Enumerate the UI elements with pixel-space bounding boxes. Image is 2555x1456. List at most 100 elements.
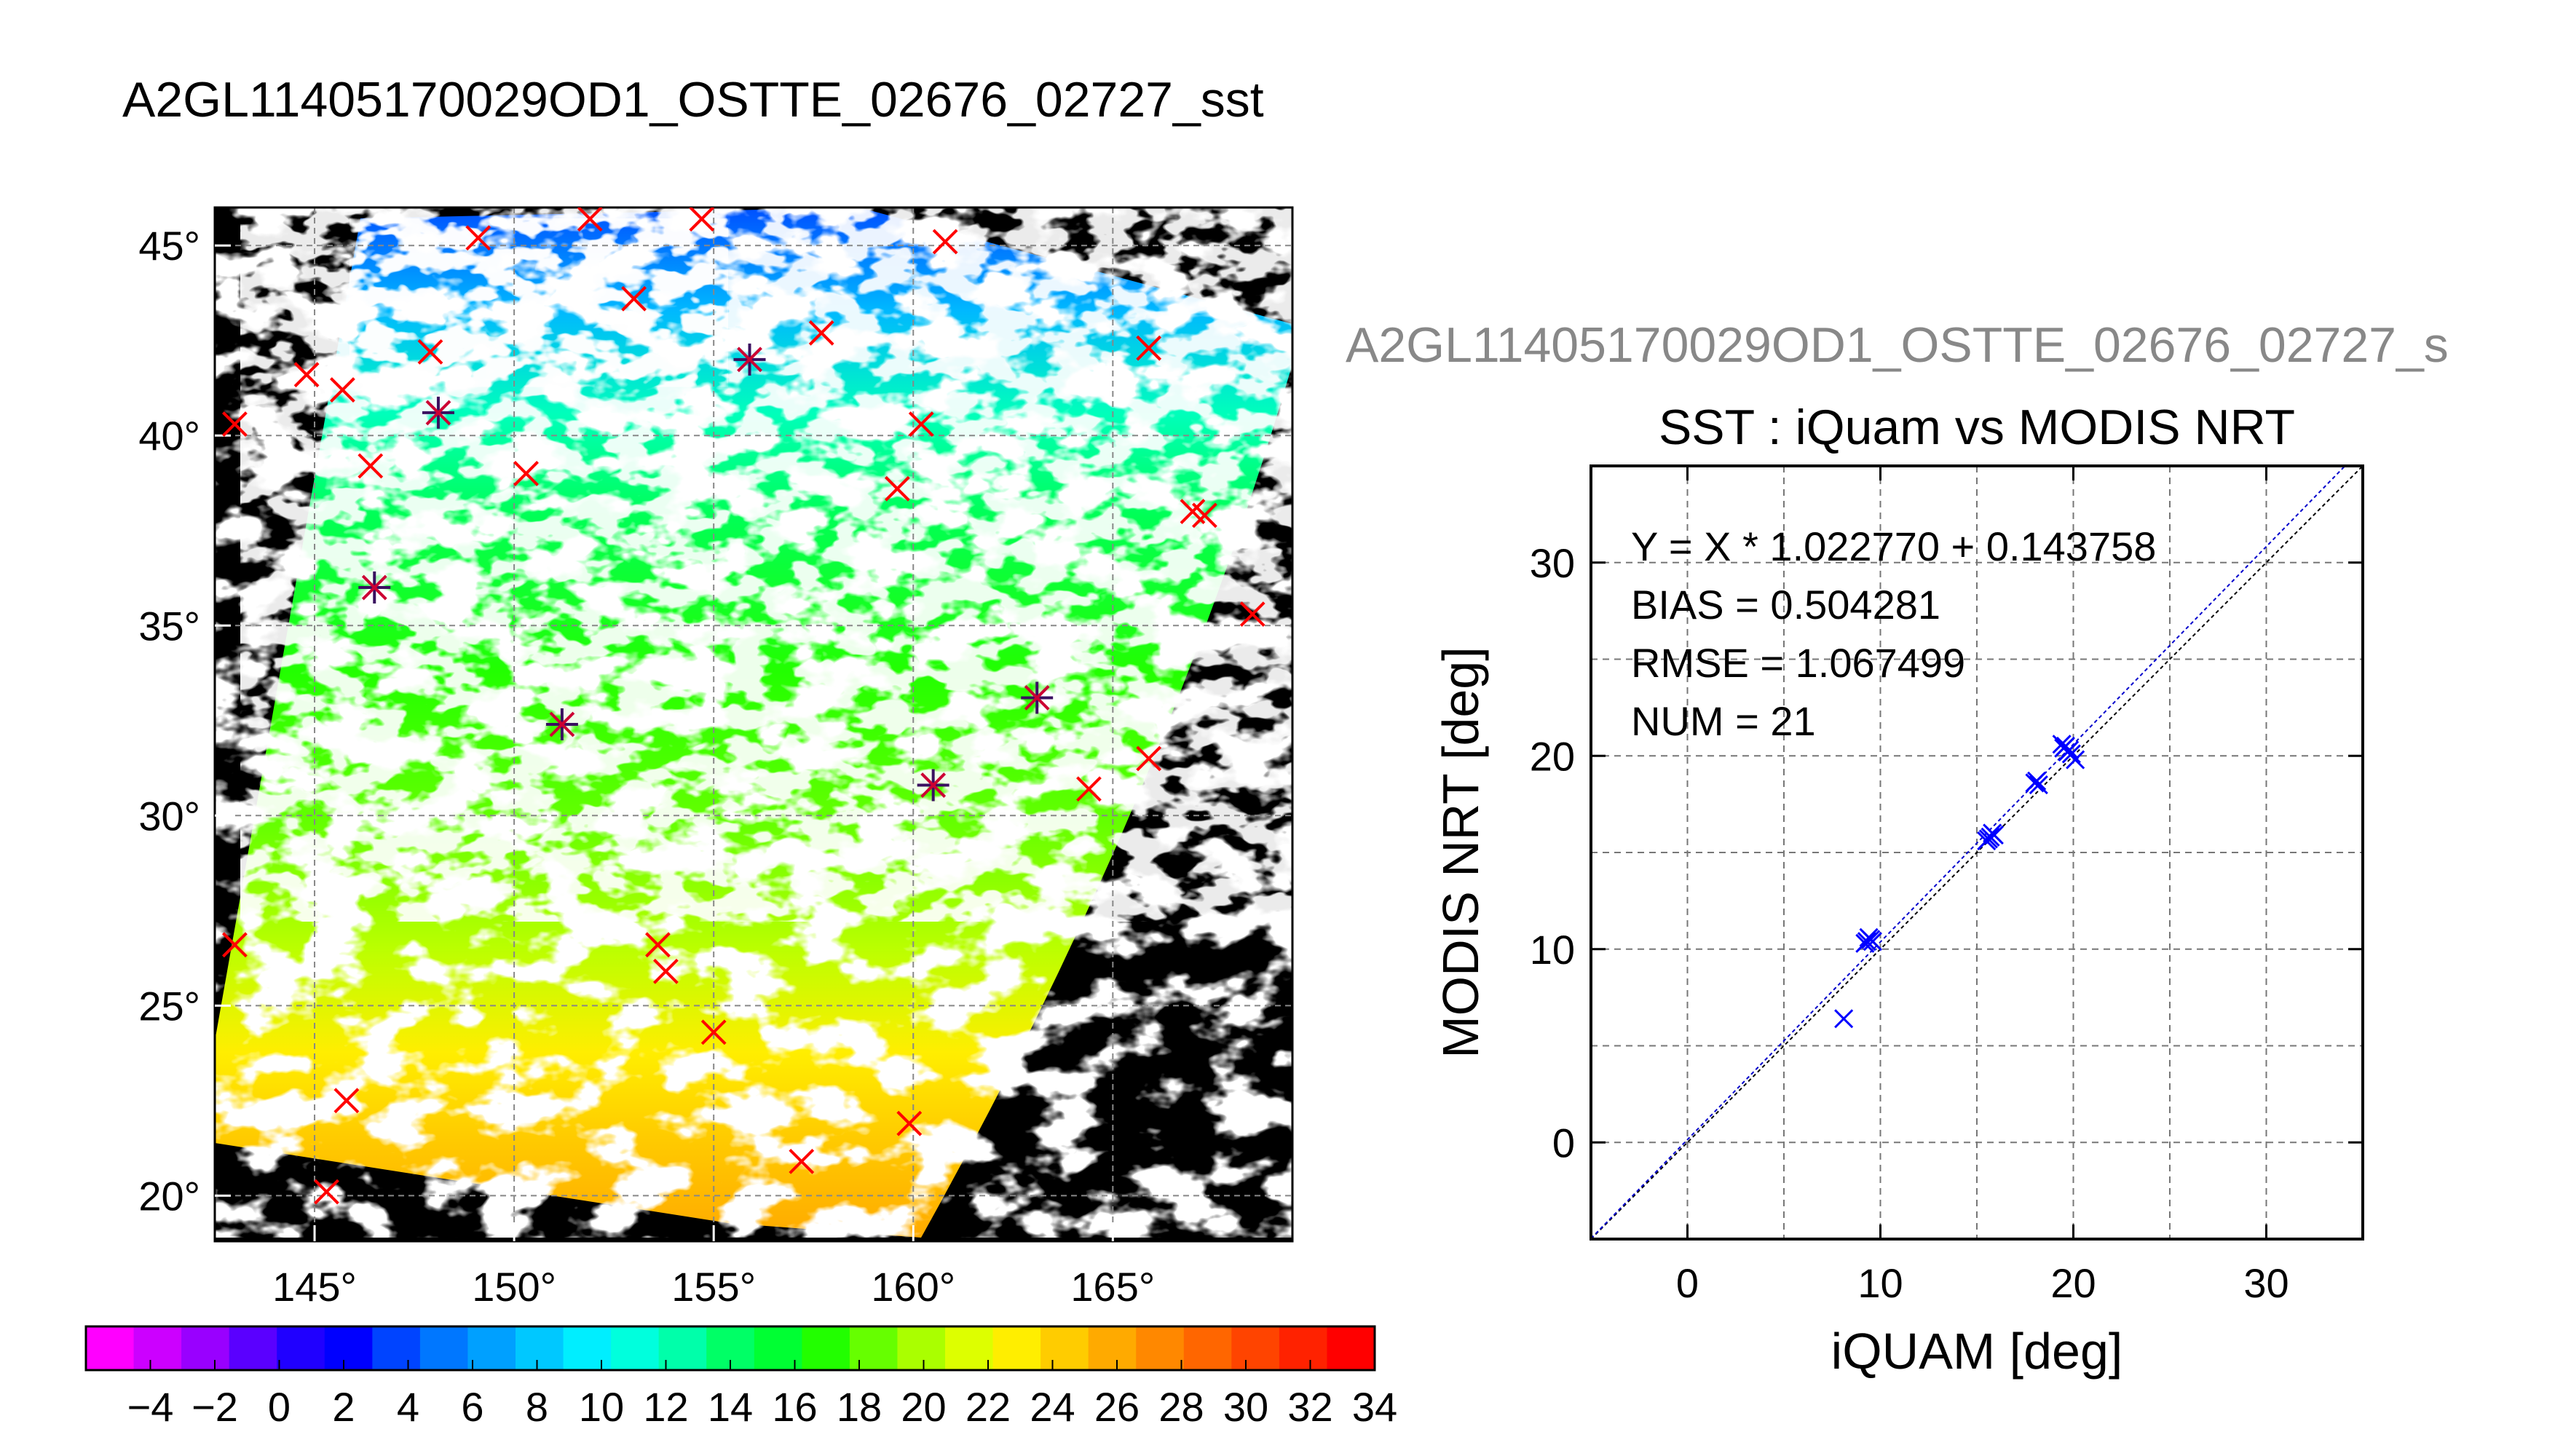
station-marker-stroke-b <box>329 377 355 403</box>
colorbar-swatch <box>945 1326 994 1370</box>
station-marker <box>621 285 647 312</box>
map-x-tick-label: 150° <box>472 1264 556 1310</box>
station-marker-stroke-b <box>1239 601 1265 628</box>
colorbar-tick-label: 8 <box>526 1384 548 1430</box>
scatter-point-stroke-b <box>1834 1009 1854 1029</box>
colorbar-swatch <box>1231 1326 1280 1370</box>
station-marker-stroke-b <box>577 207 603 232</box>
matched-d2 <box>737 347 762 373</box>
colorbar-tick-label: 20 <box>901 1384 946 1430</box>
fit-equation: Y = X * 1.022770 + 0.143758 <box>1631 523 2156 569</box>
station-marker <box>1136 335 1162 361</box>
regression-line <box>1591 466 2347 1239</box>
colorbar-swatch <box>419 1326 469 1370</box>
map-y-tick-label: 30° <box>138 793 200 839</box>
colorbar-ticks: −4 −2 0 2 4 6 8 10 12 14 16 18 20 22 24 26 28 30 32 34 <box>127 1360 1397 1430</box>
map-y-tick-label: 40° <box>138 413 200 459</box>
colorbar-swatch <box>1279 1326 1328 1370</box>
station-marker <box>652 958 679 984</box>
station-marker-stroke-b <box>908 411 934 437</box>
matched-d2 <box>425 400 451 426</box>
station-marker <box>577 207 603 232</box>
matched-station-marker <box>1021 681 1054 714</box>
one-to-one-line <box>1591 466 2363 1239</box>
station-marker <box>293 362 320 388</box>
scatter-point <box>1855 933 1875 953</box>
map-frame <box>213 206 1294 1243</box>
station-marker-stroke-b <box>293 362 320 388</box>
colorbar-swatch <box>658 1326 707 1370</box>
map-y-tick-label: 25° <box>138 983 200 1029</box>
map-stations <box>221 207 1265 1205</box>
scatter-y-tick-label: 0 <box>1552 1120 1575 1166</box>
colorbar-tick-label: 22 <box>965 1384 1011 1430</box>
station-marker-stroke-b <box>333 1088 360 1114</box>
colorbar-tick-label: 34 <box>1352 1384 1397 1430</box>
scatter-point-stroke-b <box>1855 933 1875 953</box>
colorbar-swatch <box>516 1326 564 1370</box>
scatter-point-stroke-b <box>2061 744 2081 764</box>
scatter-point-stroke-b <box>1859 927 1879 947</box>
colorbar-tick-label: 6 <box>461 1384 483 1430</box>
station-marker-stroke-b <box>417 339 443 365</box>
matched-d2 <box>1024 685 1050 711</box>
scatter-point-stroke-b <box>2029 775 2048 795</box>
map-clouds-north <box>350 218 728 387</box>
map-y-ticks: 20° 25° 30° 35° 40° 45° <box>138 223 231 1219</box>
station-marker-stroke-b <box>465 225 491 251</box>
colorbar-swatch <box>86 1326 135 1370</box>
colorbar-tick-label: 28 <box>1158 1384 1204 1430</box>
scatter-point <box>1859 927 1879 947</box>
scatter-point <box>2052 735 2072 754</box>
colorbar-tick-label: 30 <box>1223 1384 1268 1430</box>
scatter-point-stroke-b <box>1977 831 1997 851</box>
scatter-ticks: 0 10 20 30 0 10 20 30 <box>1530 466 2363 1306</box>
colorbar-swatch <box>229 1326 277 1370</box>
station-marker-stroke-b <box>689 207 715 232</box>
scatter-frame <box>1590 464 2364 1241</box>
station-marker-stroke-b <box>896 1110 923 1136</box>
matched-d2 <box>361 574 387 601</box>
colorbar-tick-label: −4 <box>127 1384 174 1430</box>
station-marker-stroke-b <box>652 958 679 984</box>
station-marker <box>1076 776 1102 802</box>
station-marker <box>908 411 934 437</box>
map-x-tick-label: 145° <box>272 1264 357 1310</box>
scatter-point-stroke-b <box>1984 826 2004 845</box>
scatter-point <box>2066 750 2085 769</box>
station-marker <box>329 377 355 403</box>
station-marker-stroke-b <box>513 461 539 486</box>
station-marker-stroke-b <box>221 932 248 958</box>
station-marker-stroke-b <box>1076 776 1102 802</box>
station-marker-stroke-b <box>358 453 384 479</box>
colorbar-swatch <box>611 1326 660 1370</box>
scatter-annotations: Y = X * 1.022770 + 0.143758 BIAS = 0.504… <box>1631 523 2156 744</box>
station-marker-stroke-b <box>314 1179 339 1205</box>
colorbar-swatch <box>372 1326 421 1370</box>
map-grid <box>215 207 1292 1241</box>
station-marker-stroke-b <box>621 285 647 312</box>
station-marker-stroke-b <box>700 1019 727 1045</box>
scatter-points <box>1834 735 2085 1029</box>
colorbar-swatch <box>992 1326 1041 1370</box>
colorbar-swatch <box>181 1326 230 1370</box>
bias-label: BIAS = 0.504281 <box>1631 582 1940 628</box>
matched-station-marker <box>422 396 454 429</box>
scatter-point <box>1984 826 2004 845</box>
colorbar-tick-label: 18 <box>837 1384 882 1430</box>
colorbar-tick-label: 0 <box>268 1384 291 1430</box>
colorbar-swatch <box>1088 1326 1137 1370</box>
station-marker <box>1136 745 1162 772</box>
scatter-y-tick-label: 20 <box>1530 733 1575 779</box>
station-marker <box>700 1019 727 1045</box>
colorbar <box>84 1325 1376 1372</box>
scatter-point-stroke-b <box>2066 750 2085 769</box>
colorbar-tick-label: 16 <box>772 1384 817 1430</box>
scatter-title: SST : iQuam vs MODIS NRT <box>1659 400 2295 455</box>
colorbar-tick-label: 24 <box>1030 1384 1075 1430</box>
matched-station-marker <box>733 343 766 376</box>
station-marker <box>221 411 248 437</box>
num-label: NUM = 21 <box>1631 698 1816 744</box>
station-marker <box>465 225 491 251</box>
